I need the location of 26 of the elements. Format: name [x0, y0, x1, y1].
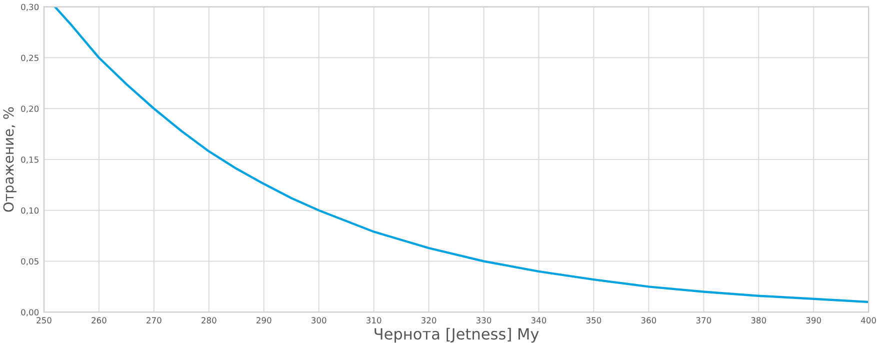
- y-axis-title: Отражение, %: [3, 107, 16, 212]
- x-tick-label: 370: [696, 317, 712, 324]
- y-tick-label: 0,15: [21, 156, 38, 164]
- x-tick-label: 330: [476, 317, 492, 324]
- x-axis-title: Чернота [Jetness] My: [374, 328, 539, 343]
- x-tick-label: 340: [531, 317, 546, 324]
- y-tick-label: 0,25: [21, 54, 38, 62]
- x-tick-label: 320: [421, 317, 436, 324]
- x-tick-label: 350: [586, 317, 602, 324]
- x-tick-label: 380: [751, 317, 766, 324]
- line-series: [54, 6, 869, 304]
- y-tick-label: 0,10: [21, 207, 39, 215]
- x-tick-label: 290: [256, 317, 272, 324]
- y-tick-label: 0,30: [21, 4, 39, 11]
- x-tick-label: 260: [92, 317, 106, 324]
- y-tick-label: 0,00: [21, 309, 39, 316]
- x-tick-label: 400: [861, 317, 876, 324]
- x-tick-label: 270: [146, 317, 162, 324]
- x-tick-label: 390: [806, 317, 821, 324]
- x-tick-label: 310: [366, 317, 382, 324]
- y-tick-label: 0,05: [21, 258, 38, 266]
- y-tick-label: 0,20: [21, 106, 39, 113]
- x-tick-label: 300: [312, 317, 326, 324]
- x-tick-label: 360: [641, 317, 656, 324]
- x-tick-label: 280: [202, 317, 216, 324]
- x-tick-label: 250: [36, 317, 52, 324]
